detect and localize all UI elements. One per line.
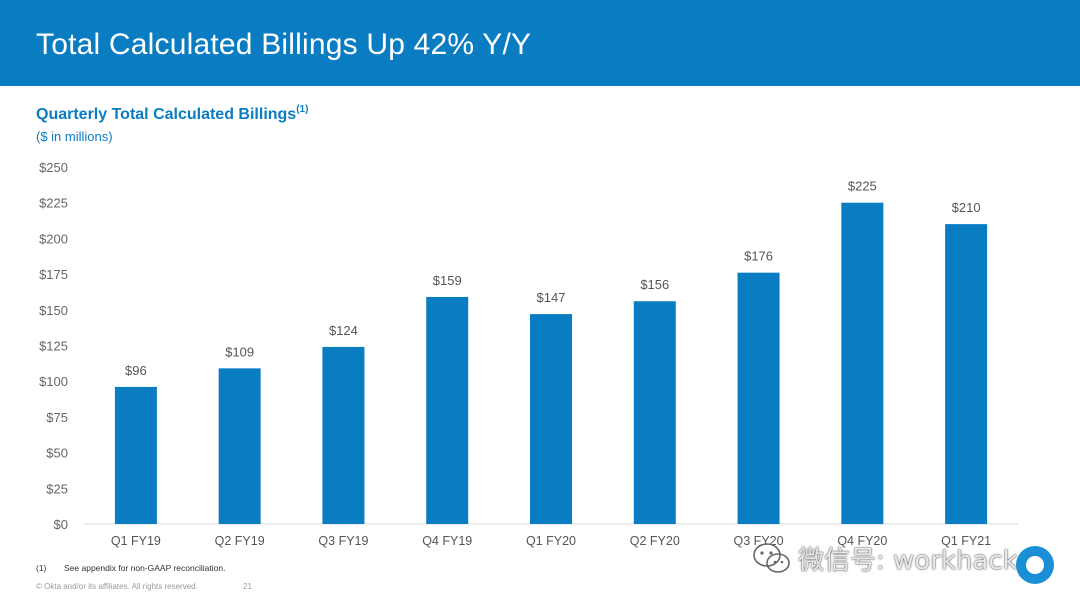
bar-data-label: $225 bbox=[848, 179, 877, 194]
y-tick-label: $150 bbox=[39, 303, 68, 318]
y-tick-label: $250 bbox=[39, 160, 68, 175]
bar-data-label: $159 bbox=[433, 273, 462, 288]
x-category-label: Q1 FY19 bbox=[111, 534, 161, 548]
bar-data-label: $109 bbox=[225, 344, 254, 359]
bar-data-label: $124 bbox=[329, 323, 358, 338]
y-tick-label: $100 bbox=[39, 374, 68, 389]
footnote: (1) See appendix for non-GAAP reconciliat… bbox=[36, 563, 225, 573]
y-tick-label: $200 bbox=[39, 231, 68, 246]
bar-q2-fy19 bbox=[218, 368, 261, 524]
x-category-label: Q2 FY20 bbox=[630, 534, 680, 548]
wechat-logo-icon bbox=[753, 542, 790, 573]
chart-title-text: Quarterly Total Calculated Billings bbox=[36, 106, 297, 123]
bar-data-label: $96 bbox=[125, 363, 147, 378]
copyright: © Okta and/or its affiliates. All rights… bbox=[36, 582, 198, 591]
okta-logo-icon bbox=[1016, 546, 1054, 584]
footnote-text: See appendix for non-GAAP reconciliation… bbox=[64, 563, 226, 573]
bar-q3-fy19 bbox=[322, 346, 365, 524]
chart-subtitle: ($ in millions) bbox=[36, 129, 113, 144]
bar-q2-fy20 bbox=[633, 301, 676, 524]
bar-q1-fy19 bbox=[114, 386, 157, 524]
bar-q4-fy20 bbox=[841, 202, 884, 524]
x-category-label: Q3 FY19 bbox=[318, 534, 368, 548]
x-category-label: Q4 FY19 bbox=[422, 534, 472, 548]
y-tick-label: $175 bbox=[39, 267, 68, 282]
page-title: Total Calculated Billings Up 42% Y/Y bbox=[36, 28, 532, 61]
bar-q1-fy20 bbox=[530, 314, 572, 524]
chart-title: Quarterly Total Calculated Billings(1) bbox=[36, 104, 308, 124]
x-category-label: Q1 FY21 bbox=[941, 534, 991, 548]
y-tick-label: $25 bbox=[46, 481, 68, 496]
y-tick-label: $225 bbox=[39, 196, 68, 211]
chart-title-footnote-ref: (1) bbox=[296, 104, 309, 115]
y-tick-label: $50 bbox=[46, 446, 68, 461]
y-tick-label: $125 bbox=[39, 339, 68, 354]
footnote-marker: (1) bbox=[36, 563, 47, 573]
bar-data-label: $147 bbox=[537, 290, 566, 305]
page-number: 21 bbox=[243, 582, 252, 591]
watermark: 微信号: workhacker bbox=[752, 540, 1043, 577]
x-category-label: Q1 FY20 bbox=[526, 534, 576, 548]
bar-data-label: $176 bbox=[744, 249, 773, 264]
x-category-label: Q2 FY19 bbox=[215, 534, 265, 548]
bar-q4-fy19 bbox=[426, 296, 469, 524]
y-tick-label: $75 bbox=[46, 410, 68, 425]
bar-data-label: $210 bbox=[952, 200, 981, 215]
y-tick-label: $0 bbox=[54, 517, 68, 532]
bar-data-label: $156 bbox=[640, 277, 669, 292]
watermark-text: 微信号: workhacker bbox=[798, 546, 1044, 576]
bar-q1-fy21 bbox=[945, 224, 988, 524]
bar-q3-fy20 bbox=[737, 272, 780, 524]
x-category-label: Q4 FY20 bbox=[837, 534, 887, 548]
header-banner: Total Calculated Billings Up 42% Y/Y bbox=[0, 0, 1080, 86]
